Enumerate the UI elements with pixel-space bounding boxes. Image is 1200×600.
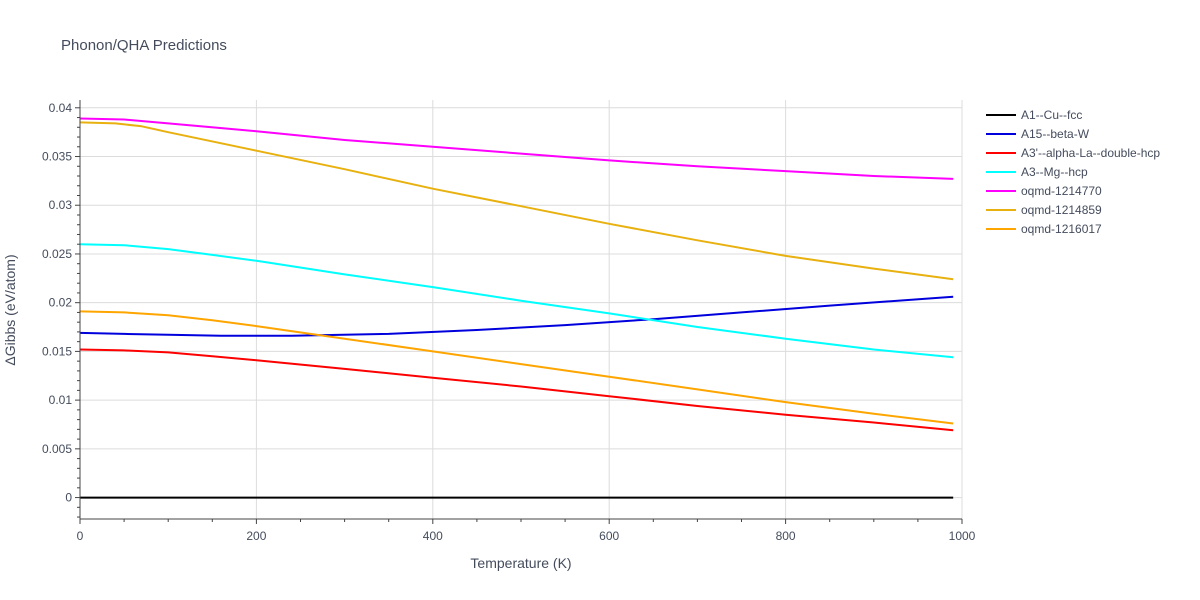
series-line-3 [79,348,954,432]
series-line-7 [79,310,954,425]
y-tick-label: 0.015 [42,344,72,358]
legend-label[interactable]: oqmd-1214859 [1021,203,1102,217]
legend-label[interactable]: oqmd-1214770 [1021,184,1102,198]
gridlines [80,100,963,519]
x-tick-label: 800 [776,529,796,543]
axes: 0 200 400 600 800 1000 0 0.005 0.01 0.015 0.02 0.02… [42,100,976,543]
x-axis-label: Temperature (K) [470,555,571,571]
y-axis-label: ΔGibbs (eV/atom) [2,254,18,365]
legend[interactable]: A1--Cu--fcc A15--beta-W A3'--alpha-La--dou… [986,108,1160,236]
series-line-5 [79,117,954,180]
y-tick-label: 0.03 [49,198,73,212]
x-tick-label: 400 [423,529,443,543]
y-tick-label: 0 [65,491,72,505]
legend-label[interactable]: A15--beta-W [1021,127,1090,141]
x-tick-label: 200 [246,529,266,543]
y-tick-label: 0.035 [42,150,72,164]
y-tick-label: 0.01 [49,393,73,407]
chart-title: Phonon/QHA Predictions [61,37,227,54]
y-tick-label: 0.02 [49,296,73,310]
x-tick-label: 600 [599,529,619,543]
legend-label[interactable]: A3'--alpha-La--double-hcp [1021,146,1160,160]
legend-label[interactable]: oqmd-1216017 [1021,222,1102,236]
x-tick-label: 0 [77,529,84,543]
legend-label[interactable]: A1--Cu--fcc [1021,108,1082,122]
series-line-6 [79,121,954,281]
y-tick-label: 0.025 [42,247,72,261]
y-tick-label: 0.04 [49,101,73,115]
x-tick-label: 1000 [949,529,976,543]
plot-area [79,117,954,499]
series-line-2 [79,295,954,337]
y-tick-label: 0.005 [42,442,72,456]
legend-label[interactable]: A3--Mg--hcp [1021,165,1088,179]
series-line-4 [79,243,954,359]
